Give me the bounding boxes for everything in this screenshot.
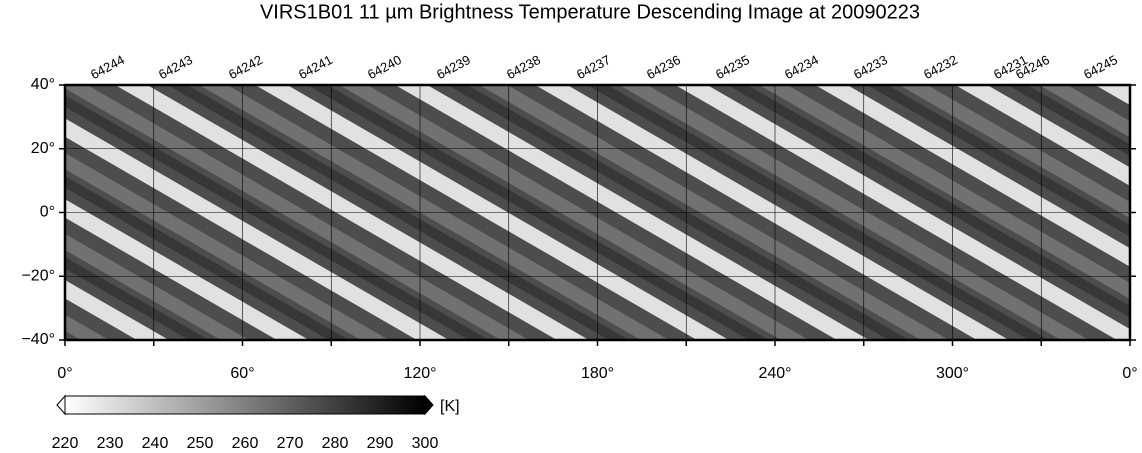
colorbar-tick-label: 260	[232, 435, 259, 452]
orbit-label: 64235	[713, 52, 752, 82]
colorbar	[64, 395, 426, 415]
map-title: VIRS1B01 11 µm Brightness Temperature De…	[260, 1, 920, 23]
colorbar-unit: [K]	[440, 398, 460, 415]
orbit-label: 64233	[851, 52, 890, 82]
colorbar-tick-label: 250	[187, 435, 214, 452]
colorbar-tick-label: 230	[97, 435, 124, 452]
lat-label: −40°	[21, 331, 55, 348]
orbit-label: 64241	[296, 52, 335, 82]
lon-label: 180°	[581, 365, 614, 382]
orbit-label: 64239	[434, 52, 473, 82]
lon-label: 240°	[758, 365, 791, 382]
orbit-label: 64234	[782, 52, 821, 82]
colorbar-high-arrow	[424, 394, 434, 416]
orbit-label: 64244	[88, 52, 127, 82]
orbit-label: 64243	[156, 52, 195, 82]
colorbar-tick-label: 300	[412, 435, 439, 452]
colorbar-tick-label: 240	[142, 435, 169, 452]
lat-label: 20°	[31, 140, 55, 157]
lon-label: 300°	[936, 365, 969, 382]
colorbar-tick-label: 270	[277, 435, 304, 452]
lat-label: −20°	[21, 267, 55, 284]
lon-label: 60°	[230, 365, 254, 382]
orbit-label: 64237	[574, 52, 613, 82]
lat-label: 0°	[40, 204, 55, 221]
orbit-label: 64242	[226, 52, 265, 82]
orbit-label: 64245	[1081, 52, 1120, 82]
lon-label: 0°	[57, 365, 72, 382]
map-frame	[63, 83, 1132, 342]
lon-label: 0°	[1122, 365, 1137, 382]
orbit-label: 64232	[921, 52, 960, 82]
lon-label: 120°	[403, 365, 436, 382]
colorbar-tick-label: 220	[52, 435, 79, 452]
orbit-label: 64240	[365, 52, 404, 82]
lat-label: 40°	[31, 76, 55, 93]
colorbar-low-arrow	[56, 394, 66, 416]
orbit-label: 64238	[504, 52, 543, 82]
colorbar-tick-label: 290	[367, 435, 394, 452]
colorbar-tick-label: 280	[322, 435, 349, 452]
orbit-label: 64236	[644, 52, 683, 82]
